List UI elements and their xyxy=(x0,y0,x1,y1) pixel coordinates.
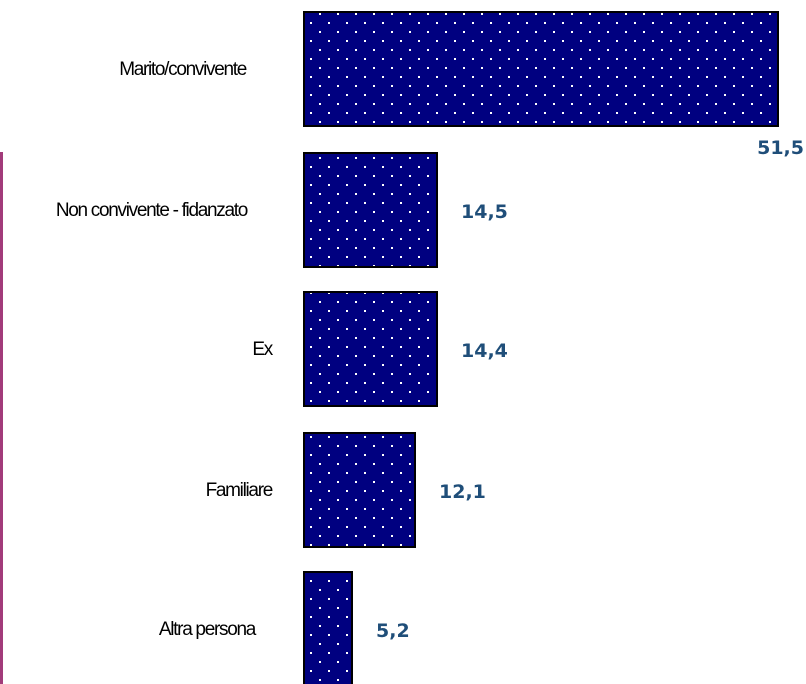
value-label-2: 14,5 xyxy=(461,201,508,223)
category-label-5: Altra persona xyxy=(159,619,257,640)
category-label-1: Marito/convivente xyxy=(119,59,247,80)
value-label-1: 51,5 xyxy=(757,137,804,159)
category-label-4: Familiare xyxy=(206,480,273,501)
value-label-5: 5,2 xyxy=(376,620,410,642)
value-label-4: 12,1 xyxy=(439,481,486,503)
category-label-3: Ex xyxy=(252,339,273,360)
value-label-3: 14,4 xyxy=(461,340,508,362)
bar-4 xyxy=(303,432,416,548)
category-label-2: Non convivente - fidanzato xyxy=(56,200,248,221)
bar-5 xyxy=(303,571,353,684)
category-labels-group: Marito/convivente Non convivente - fidanz… xyxy=(56,59,275,640)
bars-group xyxy=(303,11,779,684)
bar-2 xyxy=(303,152,438,268)
value-labels-group: 51,5 14,5 14,4 12,1 5,2 xyxy=(376,137,804,642)
bar-1 xyxy=(303,11,779,127)
bar-3 xyxy=(303,291,438,407)
left-accent-rule xyxy=(0,152,3,684)
